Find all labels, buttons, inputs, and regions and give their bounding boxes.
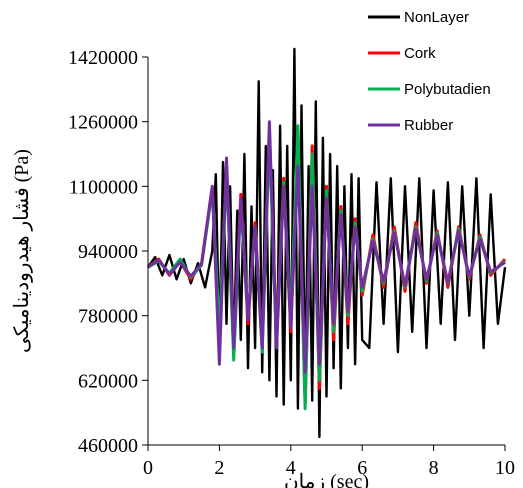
series-layer [147, 47, 507, 439]
legend-item-cork: Cork [368, 45, 436, 62]
legend-label: Polybutadien [404, 81, 491, 98]
x-tick-label: 2 [214, 457, 224, 479]
y-axis-title: فشار هیدرودینامیکی (Pa) [11, 149, 33, 353]
x-tick-label: 10 [495, 457, 515, 479]
y-tick-label: 460000 [78, 435, 138, 457]
x-tick-label: 0 [143, 457, 153, 479]
y-tick-label: 940000 [78, 241, 138, 263]
legend-label: NonLayer [404, 9, 469, 26]
ticks-layer: 460000 620000 780000 940000 1100000 1260000 14… [68, 47, 515, 479]
legend-item-nonlayer: NonLayer [368, 9, 469, 26]
y-tick-label: 1420000 [68, 47, 138, 69]
y-tick-label: 1100000 [69, 176, 138, 198]
x-axis-title: زمان (sec) [284, 471, 369, 488]
legend: NonLayer Cork Polybutadien Rubber [368, 9, 491, 134]
y-tick-label: 620000 [78, 370, 138, 392]
series-line-rubber [147, 120, 506, 374]
y-tick-label: 780000 [78, 306, 138, 328]
series-line-nonlayer [147, 47, 507, 439]
legend-label: Cork [404, 45, 436, 62]
x-tick-label: 6 [357, 457, 367, 479]
legend-item-polybutadien: Polybutadien [368, 81, 491, 98]
x-tick-label: 8 [429, 457, 439, 479]
legend-label: Rubber [404, 117, 453, 134]
legend-item-rubber: Rubber [368, 117, 453, 134]
y-tick-label: 1260000 [68, 112, 138, 134]
x-tick-label: 4 [286, 457, 296, 479]
